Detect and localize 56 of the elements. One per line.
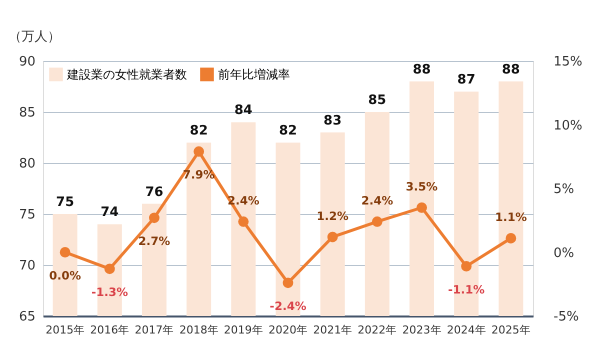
data-label: 0.0% bbox=[49, 268, 82, 282]
y-axis-title: （万人） bbox=[8, 30, 60, 44]
y-tick-label: 70 bbox=[18, 258, 36, 274]
data-label: 82 bbox=[190, 124, 208, 139]
x-tick-label: 2016年 bbox=[90, 324, 130, 336]
data-label: 84 bbox=[234, 103, 252, 118]
x-tick-label: 2017年 bbox=[134, 324, 174, 336]
data-label: -1.3% bbox=[91, 284, 128, 299]
data-label: 74 bbox=[100, 205, 119, 220]
point bbox=[60, 247, 70, 258]
x-tick-label: 2019年 bbox=[224, 324, 263, 336]
y2-tick-label: 5% bbox=[554, 182, 574, 197]
point bbox=[194, 146, 204, 157]
data-label: 88 bbox=[412, 62, 431, 78]
y-tick-label: 75 bbox=[18, 208, 36, 222]
x-tick-label: 2018年 bbox=[179, 324, 218, 336]
data-label: 85 bbox=[368, 93, 386, 108]
x-tick-label: 2015年 bbox=[46, 324, 85, 336]
x-tick-label: 2022年 bbox=[358, 324, 397, 336]
point bbox=[372, 216, 382, 227]
x-tick-label: 2020年 bbox=[268, 324, 308, 336]
data-label: 76 bbox=[145, 184, 164, 200]
data-label: -2.4% bbox=[270, 298, 307, 313]
point bbox=[416, 202, 427, 213]
y2-tick-label: 0% bbox=[554, 246, 574, 261]
y-tick-label: 85 bbox=[18, 106, 36, 120]
x-tick-label: 2023年 bbox=[402, 324, 442, 336]
point bbox=[327, 232, 338, 242]
data-label: -1.1% bbox=[448, 282, 486, 296]
data-label: 87 bbox=[457, 72, 476, 88]
point bbox=[282, 278, 294, 288]
data-label: 1.2% bbox=[316, 208, 350, 223]
point bbox=[506, 232, 516, 244]
data-label: 2.4% bbox=[361, 194, 394, 208]
data-label: 3.5% bbox=[406, 180, 438, 194]
point bbox=[461, 261, 472, 272]
y-tick-label: 80 bbox=[18, 156, 36, 172]
legend-label: 建設業の女性就業者数 bbox=[66, 67, 187, 82]
data-label: 83 bbox=[324, 113, 342, 128]
point bbox=[238, 216, 249, 227]
y-tick-label: 65 bbox=[18, 310, 36, 324]
x-tick-label: 2025年 bbox=[491, 324, 530, 336]
point bbox=[149, 212, 160, 224]
x-tick-label: 2021年 bbox=[313, 324, 352, 336]
data-label: 88 bbox=[502, 62, 520, 78]
point bbox=[104, 264, 115, 274]
y2-tick-label: 15% bbox=[554, 54, 582, 70]
y2-tick-label: -5% bbox=[554, 310, 579, 324]
data-label: 2.7% bbox=[138, 234, 171, 248]
data-label: 1.1% bbox=[494, 210, 528, 224]
data-label: 75 bbox=[56, 195, 74, 210]
x-tick-label: 2024年 bbox=[446, 324, 486, 336]
legend-label: 前年比増減率 bbox=[218, 67, 290, 82]
data-label: 82 bbox=[278, 124, 298, 139]
y-tick-label: 90 bbox=[18, 54, 36, 70]
y2-tick-label: 10% bbox=[554, 118, 582, 134]
